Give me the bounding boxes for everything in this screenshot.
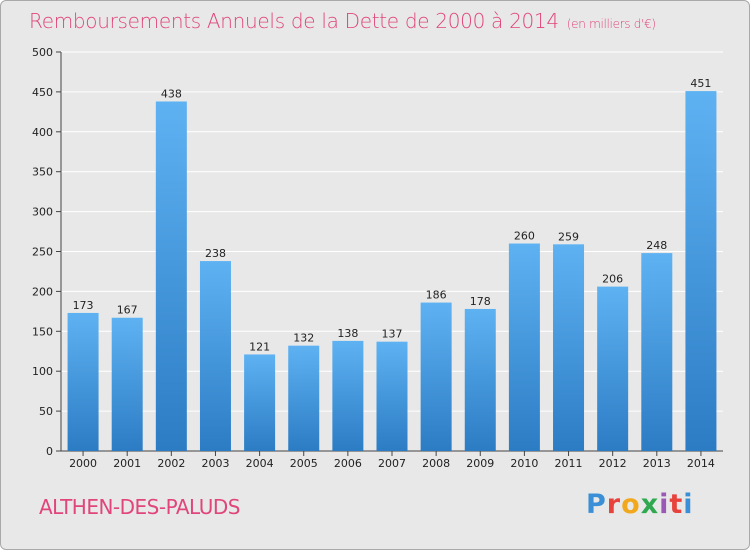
bar: [288, 345, 320, 451]
y-tick-label: 100: [32, 365, 53, 378]
logo-letter: x: [640, 489, 660, 520]
bar-value-label: 451: [690, 77, 711, 90]
bar: [420, 302, 452, 451]
x-tick-label: 2011: [555, 457, 583, 470]
logo-letter: t: [669, 489, 684, 520]
x-tick-label: 2010: [510, 457, 538, 470]
bar-value-label: 248: [646, 239, 667, 252]
x-tick-label: 2005: [290, 457, 318, 470]
y-tick-label: 300: [32, 206, 53, 219]
bar-value-label: 121: [249, 340, 270, 353]
proxiti-logo: Proxiti: [586, 489, 694, 520]
bar-value-label: 259: [558, 230, 579, 243]
bar: [67, 312, 99, 451]
x-tick-label: 2000: [69, 457, 97, 470]
bar: [641, 253, 673, 451]
chart-title: Remboursements Annuels de la Dette de 20…: [29, 9, 656, 33]
commune-name: ALTHEN-DES-PALUDS: [39, 495, 240, 519]
bar-value-label: 438: [161, 87, 182, 100]
bar-value-label: 173: [73, 299, 94, 312]
x-tick-label: 2001: [113, 457, 141, 470]
bar-value-label: 186: [426, 289, 447, 302]
y-tick-label: 400: [32, 126, 53, 139]
y-tick-label: 250: [32, 246, 53, 259]
bar: [111, 317, 143, 451]
logo-letter: r: [606, 489, 622, 520]
x-tick-label: 2006: [334, 457, 362, 470]
bar-value-label: 132: [293, 332, 314, 345]
x-tick-label: 2004: [246, 457, 274, 470]
bar: [685, 91, 717, 452]
bar: [155, 101, 187, 451]
chart-title-text: Remboursements Annuels de la Dette de 20…: [29, 9, 559, 33]
y-tick-label: 350: [32, 166, 53, 179]
y-tick-label: 0: [46, 445, 53, 458]
x-tick-label: 2009: [466, 457, 494, 470]
bar-value-label: 137: [382, 328, 403, 341]
bars: [67, 91, 717, 452]
y-tick-label: 50: [39, 405, 53, 418]
logo-letter: o: [621, 489, 641, 520]
x-tick-label: 2012: [599, 457, 627, 470]
y-tick-label: 500: [32, 46, 53, 59]
x-tick-label: 2002: [157, 457, 185, 470]
x-tick-label: 2008: [422, 457, 450, 470]
bar: [199, 261, 231, 451]
x-tick-label: 2014: [687, 457, 715, 470]
x-tick-label: 2003: [201, 457, 229, 470]
logo-letter: P: [586, 489, 607, 520]
logo-letter: i: [683, 489, 694, 520]
y-tick-label: 200: [32, 285, 53, 298]
bar: [332, 340, 364, 451]
chart-subtitle: (en milliers d'€): [566, 17, 656, 31]
bar-value-label: 167: [117, 304, 138, 317]
bar: [597, 286, 629, 451]
logo-letter: i: [659, 489, 670, 520]
bar-value-label: 206: [602, 273, 623, 286]
bar-value-label: 138: [337, 327, 358, 340]
bar: [508, 243, 540, 451]
bar-value-label: 238: [205, 247, 226, 260]
bar: [376, 341, 408, 451]
y-tick-label: 150: [32, 325, 53, 338]
bar-value-label: 178: [470, 295, 491, 308]
labels: 0 50 100 150 200 250 300 350 400 450 500 173 2000 167…: [32, 46, 715, 470]
bar: [553, 244, 585, 451]
y-tick-label: 450: [32, 86, 53, 99]
bar: [464, 308, 496, 451]
x-tick-label: 2013: [643, 457, 671, 470]
bar: [244, 354, 276, 451]
bar-value-label: 260: [514, 230, 535, 243]
x-tick-label: 2007: [378, 457, 406, 470]
